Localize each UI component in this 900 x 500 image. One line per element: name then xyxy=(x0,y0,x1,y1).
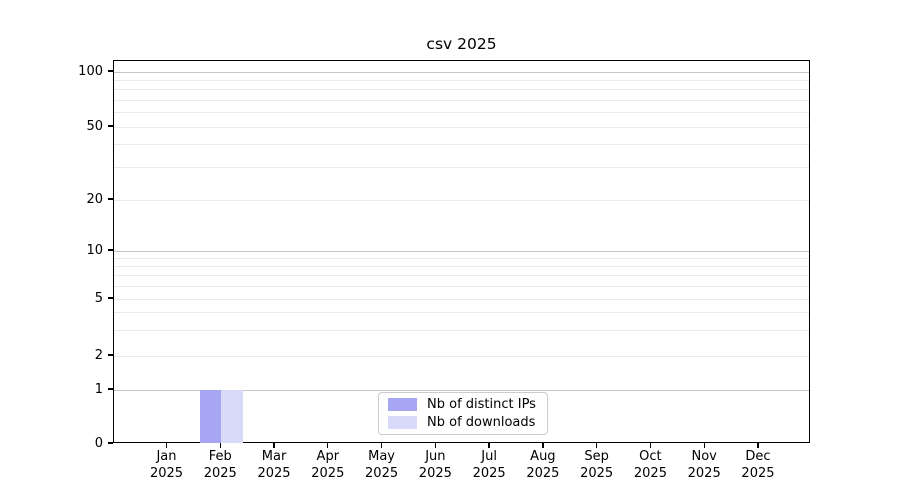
y-gridline-minor xyxy=(114,167,809,169)
x-tick-mark xyxy=(649,443,652,448)
x-tick-mark xyxy=(327,443,329,448)
x-tick-label: Dec 2025 xyxy=(741,449,775,481)
x-tick-mark xyxy=(380,443,383,448)
plot-area xyxy=(113,60,810,443)
y-gridline-minor xyxy=(114,355,809,357)
x-tick-mark xyxy=(165,443,168,448)
x-tick-mark xyxy=(542,443,544,448)
y-tick-mark xyxy=(108,125,113,127)
y-gridline-minor xyxy=(114,312,809,314)
x-tick-mark xyxy=(488,443,490,448)
y-gridline-minor xyxy=(114,257,809,259)
y-gridline-minor xyxy=(114,265,809,267)
y-tick-label: 2 xyxy=(94,347,103,363)
y-gridline-minor xyxy=(114,144,809,146)
y-tick-mark xyxy=(108,388,113,390)
y-gridline-minor xyxy=(114,89,809,91)
x-axis: Jan 2025 Feb 2025 Mar 2025 Apr 2025 May 2025… xyxy=(113,449,810,489)
y-gridline-minor xyxy=(114,330,809,332)
bar-nb-of-downloads xyxy=(221,390,243,443)
legend-swatch-nb-of-downloads xyxy=(388,415,417,429)
x-tick-mark xyxy=(219,443,221,448)
y-tick-label: 5 xyxy=(94,290,103,306)
y-gridline-major xyxy=(114,250,809,252)
x-tick-label: Apr 2025 xyxy=(311,449,345,481)
x-tick-mark xyxy=(596,443,598,448)
x-tick-label: Jun 2025 xyxy=(418,449,452,481)
legend-label: Nb of distinct IPs xyxy=(427,397,536,413)
legend-swatch-nb-of-distinct-ips xyxy=(388,398,417,412)
x-tick-mark xyxy=(434,443,436,448)
x-tick-label: Aug 2025 xyxy=(526,449,560,481)
y-gridline-minor xyxy=(114,285,809,287)
y-tick-mark xyxy=(108,249,113,251)
y-gridline-minor xyxy=(114,126,809,128)
y-gridline-minor xyxy=(114,99,809,101)
x-tick-mark xyxy=(273,443,275,448)
y-tick-mark xyxy=(108,354,113,356)
y-gridline-major xyxy=(114,71,809,73)
legend-label: Nb of downloads xyxy=(427,414,536,430)
y-tick-mark xyxy=(108,442,113,444)
y-tick-label: 10 xyxy=(86,242,103,258)
legend: Nb of distinct IPs Nb of downloads xyxy=(378,392,548,435)
legend-row: Nb of downloads xyxy=(388,415,538,430)
y-tick-label: 50 xyxy=(86,118,103,134)
x-tick-mark xyxy=(757,443,759,448)
y-tick-mark xyxy=(108,198,113,200)
y-tick-label: 1 xyxy=(94,381,103,397)
x-tick-label: Nov 2025 xyxy=(687,449,721,481)
y-axis: 0 1 2 5 10 20 50 100 xyxy=(0,60,103,451)
x-tick-label: May 2025 xyxy=(365,449,399,481)
y-gridline-minor xyxy=(114,275,809,277)
chart-title: csv 2025 xyxy=(426,35,497,53)
x-tick-label: Jul 2025 xyxy=(472,449,506,481)
y-gridline-major xyxy=(114,389,809,391)
y-tick-label: 100 xyxy=(78,63,103,79)
legend-row: Nb of distinct IPs xyxy=(388,397,538,412)
y-gridline-minor xyxy=(114,298,809,300)
y-gridline-minor xyxy=(114,79,809,81)
x-tick-label: Mar 2025 xyxy=(257,449,291,481)
y-gridline-minor xyxy=(114,199,809,201)
y-gridline-minor xyxy=(114,112,809,114)
y-tick-label: 20 xyxy=(86,191,103,207)
y-tick-label: 0 xyxy=(94,435,103,451)
x-tick-label: Sep 2025 xyxy=(580,449,614,481)
x-tick-mark xyxy=(703,443,705,448)
x-tick-label: Oct 2025 xyxy=(633,449,667,481)
x-tick-label: Jan 2025 xyxy=(149,449,184,481)
x-tick-label: Feb 2025 xyxy=(203,449,237,481)
bar-nb-of-distinct-ips xyxy=(199,390,222,443)
y-tick-mark xyxy=(108,70,113,72)
y-tick-mark xyxy=(108,297,113,299)
